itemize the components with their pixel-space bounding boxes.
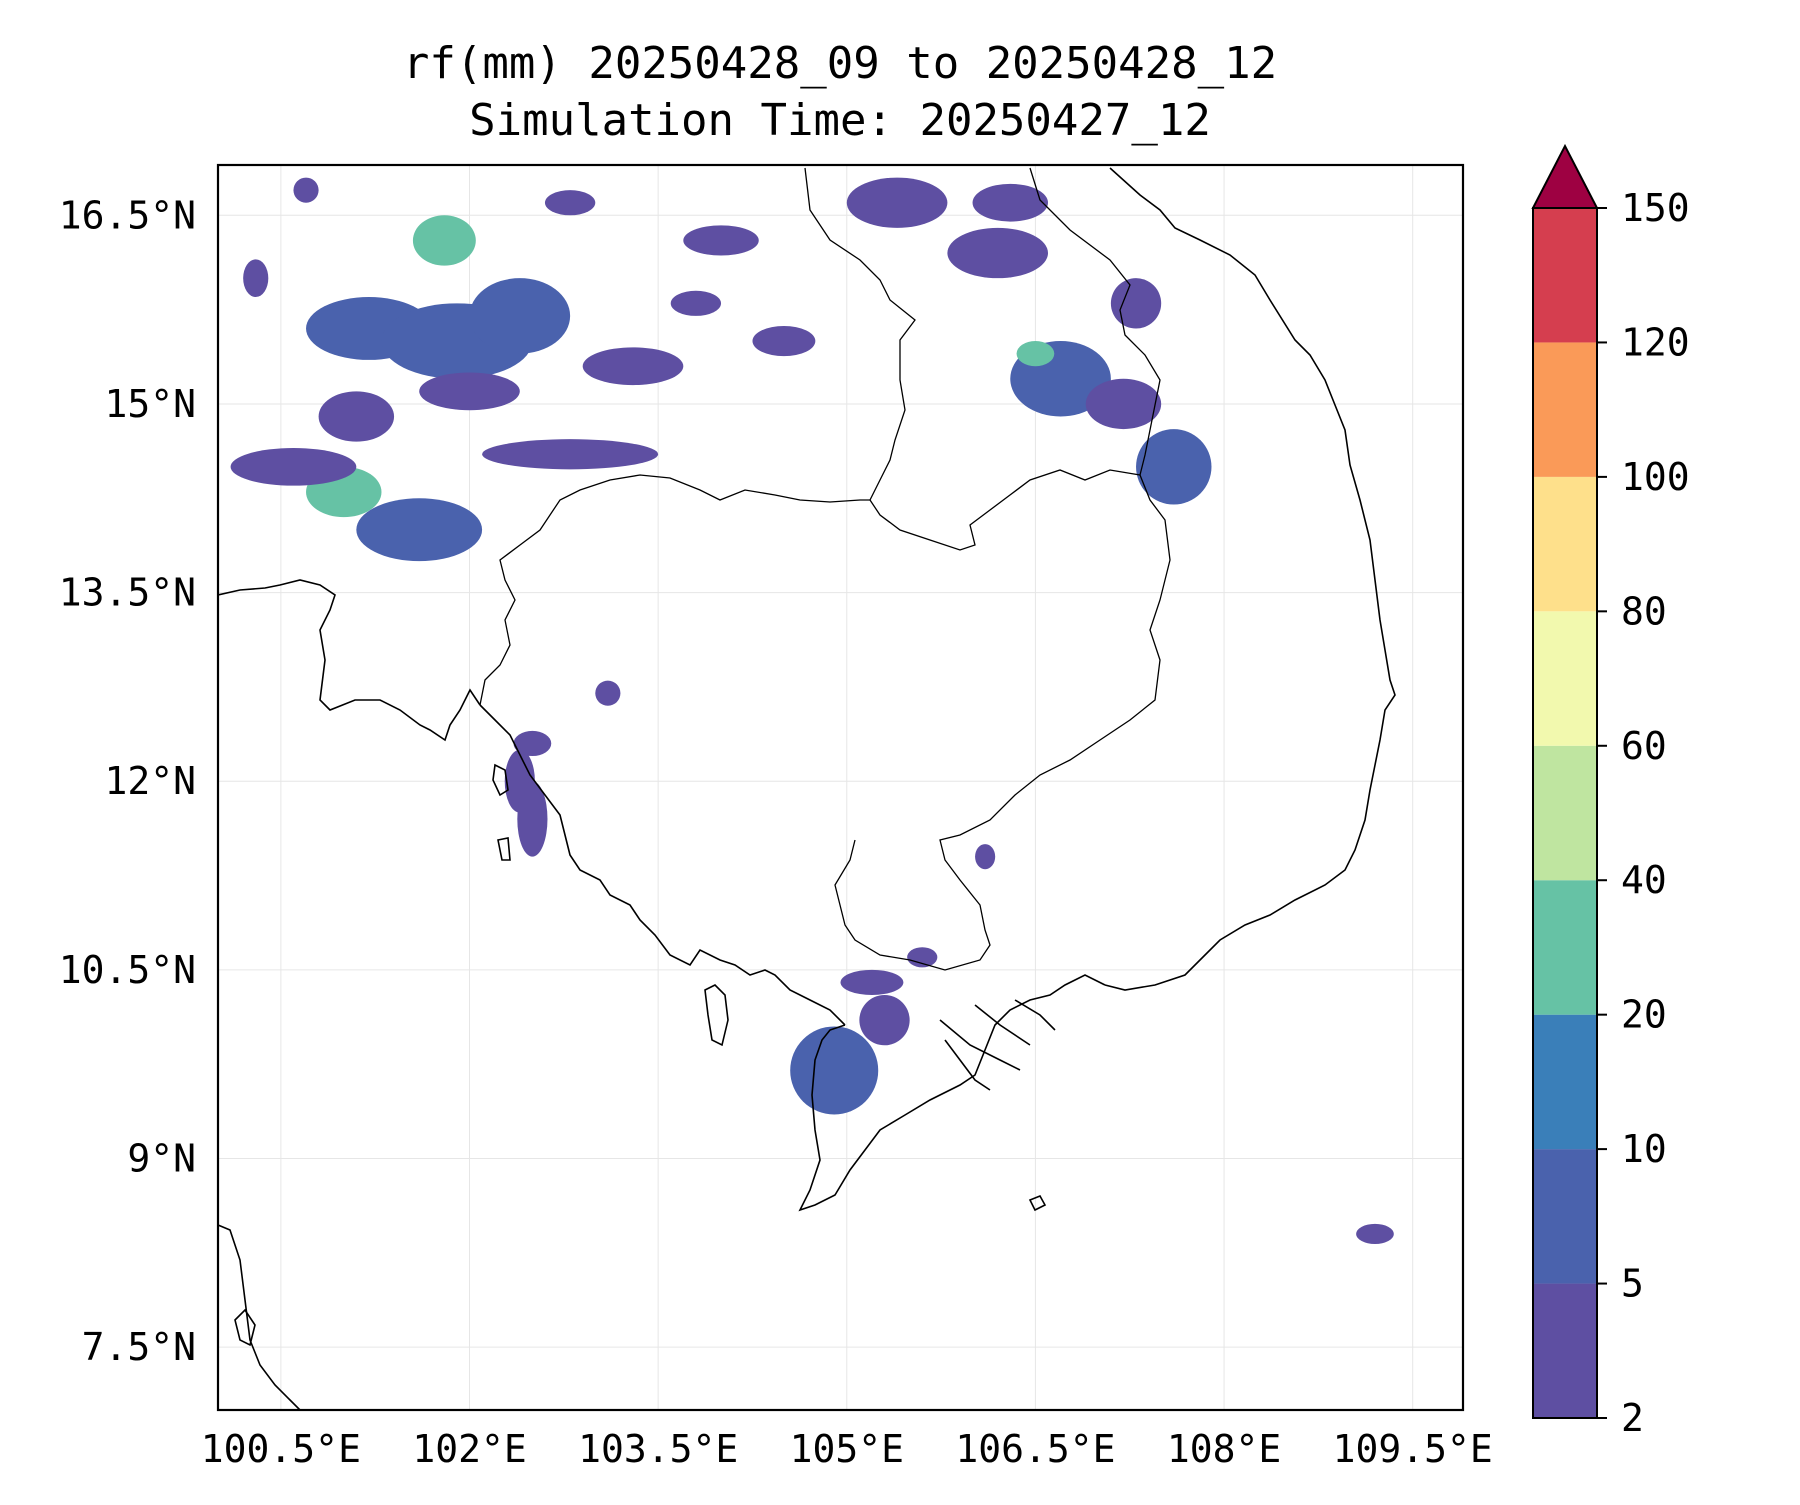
lat-tick-label: 9°N [127,1136,196,1180]
latitude-ticks: 16.5°N 15°N 13.5°N 12°N 10.5°N 9°N 7.5°N [59,193,196,1369]
colorbar-tick-label: 2 [1621,1396,1644,1440]
colorbar-tick-label: 20 [1621,993,1667,1037]
rain-cell [517,781,548,857]
rain-cell [293,177,319,203]
colorbar-tick-label: 80 [1621,589,1667,633]
rain-cell [469,278,571,354]
laos-vietnam-border [1029,167,1161,476]
colorbar-segment [1533,208,1597,343]
cambodia-laos-border [869,469,1141,551]
vietnam-central-coast [1104,167,1396,991]
lon-tick-label: 100.5°E [201,1427,361,1471]
rain-cell [1110,278,1162,329]
rain-cell [1136,429,1212,505]
rain-cell [1356,1223,1394,1245]
thailand-west-coast [218,1224,301,1410]
title-line-1: rf(mm) 20250428_09 to 20250428_12 [403,38,1277,89]
lon-tick-label: 109.5°E [1333,1427,1493,1471]
rain-cell [1016,341,1055,367]
island-koh-kong [492,763,509,797]
colorbar-tick-label: 60 [1621,724,1667,768]
rain-cell [859,995,910,1046]
lon-tick-label: 102°E [412,1427,526,1471]
colorbar-frame [1532,207,1598,1419]
colorbar-tick-label: 150 [1621,186,1690,230]
colorbar-segment [1533,1283,1597,1418]
rain-cell [846,177,948,228]
longitude-ticks: 100.5°E 102°E 103.5°E 105°E 106.5°E 108°E 109.… [201,1427,1493,1471]
colorbar: 2 5 10 20 40 60 80 100 120 150 [1531,143,1690,1440]
title-line-2: Simulation Time: 20250427_12 [469,95,1211,146]
lat-tick-label: 7.5°N [82,1325,196,1369]
mekong-delta-coast [798,974,1106,1212]
rain-cell [419,372,520,411]
lat-tick-label: 15°N [104,382,196,426]
rain-cell [544,190,596,216]
rain-cell [356,498,483,562]
lat-tick-label: 10.5°N [59,948,196,992]
cambodia-vietnam-border [834,474,1171,971]
rain-cell [412,215,476,266]
rain-cell [790,1026,879,1115]
thailand-east-coast [218,579,481,742]
colorbar-segment [1533,880,1597,1015]
rainfall-layer [230,177,1394,1245]
colorbar-segment [1533,342,1597,477]
rain-cell [975,844,996,870]
map-frame [216,163,1465,1412]
rain-cell [1085,378,1162,430]
colorbar-segment [1533,1014,1597,1150]
lat-tick-label: 12°N [104,759,196,803]
colorbar-tick-label: 10 [1621,1127,1667,1171]
laos-thailand-border [804,167,916,501]
rain-cell [243,259,269,298]
coastlines [218,167,1396,1410]
delta-river-mouths [939,999,1056,1091]
island-south-tip [234,1308,256,1347]
rain-cell [670,290,722,316]
colorbar-tick-label: 40 [1621,858,1667,902]
lat-tick-label: 16.5°N [59,193,196,237]
colorbar-tick-label: 100 [1621,455,1690,499]
island-con-dao [1028,1194,1047,1212]
rain-cell [318,391,395,442]
rain-cell [595,680,621,706]
island-ko-chang [497,837,511,861]
rain-cell [752,325,816,357]
colorbar-segment [1533,745,1597,881]
colorbar-segment [1533,476,1597,612]
lon-tick-label: 103.5°E [578,1427,738,1471]
rain-cell [230,447,357,486]
rain-cell [683,225,759,256]
lon-tick-label: 105°E [790,1427,904,1471]
colorbar-extend-arrow [1531,143,1599,209]
colorbar-tick-label: 120 [1621,320,1690,364]
borders [479,167,1171,971]
colorbar-segment [1533,611,1597,746]
rain-cell [972,183,1048,222]
rain-cell [582,347,684,386]
rain-cell [947,227,1048,279]
lat-tick-label: 13.5°N [59,571,196,615]
cambodia-gulf-coast [479,704,846,1026]
colorbar-segment [1533,1149,1597,1284]
lon-tick-label: 108°E [1167,1427,1281,1471]
rain-cell [907,947,938,968]
cambodia-thailand-border [479,474,870,706]
rain-cell [482,439,659,470]
rain-cell [840,969,904,995]
lon-tick-label: 106.5°E [955,1427,1115,1471]
island-phu-quoc [704,984,729,1047]
colorbar-tick-label: 5 [1621,1262,1644,1306]
rain-cell [513,730,552,757]
